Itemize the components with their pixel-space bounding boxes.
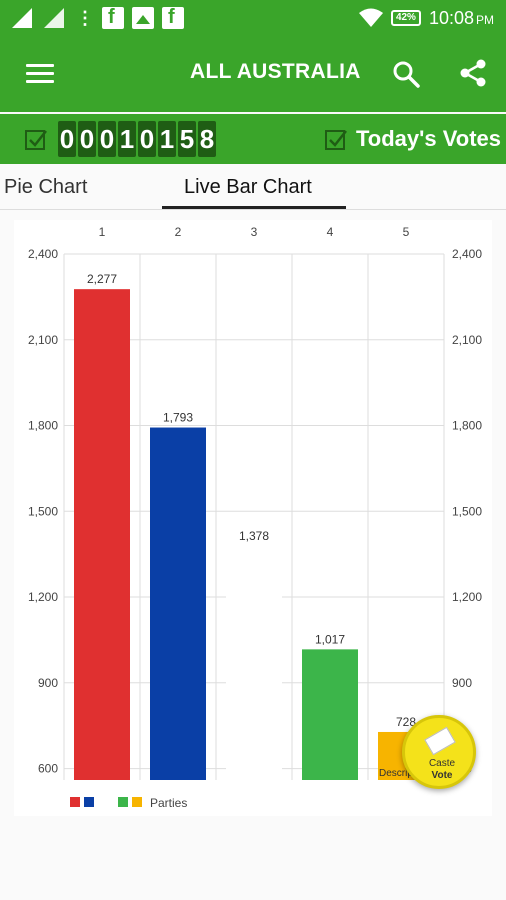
legend-swatch (70, 797, 80, 807)
data-label: 2,277 (87, 272, 117, 286)
y-tick-label-left: 600 (38, 762, 58, 776)
legend-swatch (118, 797, 128, 807)
y-tick-label-right: 1,800 (452, 419, 482, 433)
image-icon (132, 7, 154, 29)
menu-icon[interactable] (26, 64, 54, 84)
data-label: 1,017 (315, 632, 345, 646)
y-tick-label-right: 2,400 (452, 247, 482, 261)
counter-digit: 5 (178, 121, 196, 157)
legend-swatch (132, 797, 142, 807)
x-tick-label: 2 (175, 225, 182, 239)
tab-pie-chart[interactable]: Pie Chart (4, 176, 88, 198)
y-tick-label-left: 2,400 (28, 247, 58, 261)
active-tab-indicator (162, 206, 346, 209)
bar (74, 289, 130, 780)
bar (226, 546, 282, 780)
page-title: ALL AUSTRALIA (190, 60, 361, 83)
wifi-icon (358, 8, 383, 27)
y-tick-label-left: 1,800 (28, 419, 58, 433)
checkbox-icon (25, 130, 47, 150)
y-tick-label-right: 900 (452, 676, 472, 690)
y-tick-label-left: 1,500 (28, 504, 58, 518)
counter-digit: 0 (138, 121, 156, 157)
y-tick-label-left: 900 (38, 676, 58, 690)
y-tick-label-left: 1,200 (28, 590, 58, 604)
bar-inner-label: Description (379, 768, 429, 779)
counter-digit: 0 (78, 121, 96, 157)
signal-icon (44, 8, 64, 28)
status-clock: 10:08 PM (429, 8, 494, 29)
x-tick-label: 1 (99, 225, 106, 239)
clock-suffix: PM (476, 12, 494, 27)
ballot-icon (424, 726, 456, 756)
todays-votes-button[interactable]: Today's Votes (356, 126, 502, 151)
app-bar: ALL AUSTRALIA (0, 36, 506, 112)
tab-live-bar-chart[interactable]: Live Bar Chart (184, 176, 312, 198)
signal-icon (12, 8, 32, 28)
counter-digit: 0 (58, 121, 76, 157)
search-icon[interactable] (392, 60, 420, 88)
y-tick-label-left: 2,100 (28, 333, 58, 347)
checkbox-icon (325, 130, 347, 150)
y-tick-label-right: 1,500 (452, 504, 482, 518)
data-label: 1,793 (163, 411, 193, 425)
clock-time: 10:08 (428, 7, 474, 28)
counter-digit: 8 (198, 121, 216, 157)
x-tick-label: 4 (327, 225, 334, 239)
caste-vote-button[interactable]: Caste Vote (402, 715, 476, 789)
battery-icon: 42% (390, 10, 421, 26)
bar-chart: 6006009009001,2001,2001,5001,5001,8001,8… (28, 225, 482, 810)
bar-chart-card: 6006009009001,2001,2001,5001,5001,8001,8… (14, 220, 492, 816)
fab-label-line2: Vote (431, 770, 453, 781)
chart-tabs: Pie Chart Live Bar Chart (0, 166, 506, 210)
data-label: 1,378 (239, 529, 269, 543)
legend-label: Parties (150, 796, 187, 810)
y-tick-label-right: 1,200 (452, 590, 482, 604)
legend-swatch (84, 797, 94, 807)
y-tick-label-right: 2,100 (452, 333, 482, 347)
bar (302, 649, 358, 780)
counter-digit: 1 (118, 121, 136, 157)
share-icon[interactable] (458, 58, 488, 88)
facebook-icon (102, 6, 124, 29)
status-right: 42% 10:08 PM (358, 6, 494, 30)
overflow-dots-icon: ⋮ (76, 8, 94, 28)
facebook-icon (162, 6, 184, 29)
x-tick-label: 3 (251, 225, 258, 239)
fab-label-line1: Caste (428, 758, 456, 769)
counter-digit: 1 (158, 121, 176, 157)
status-left: ⋮ (12, 6, 184, 30)
x-tick-label: 5 (403, 225, 410, 239)
bar (150, 427, 206, 780)
counter-digit: 0 (98, 121, 116, 157)
